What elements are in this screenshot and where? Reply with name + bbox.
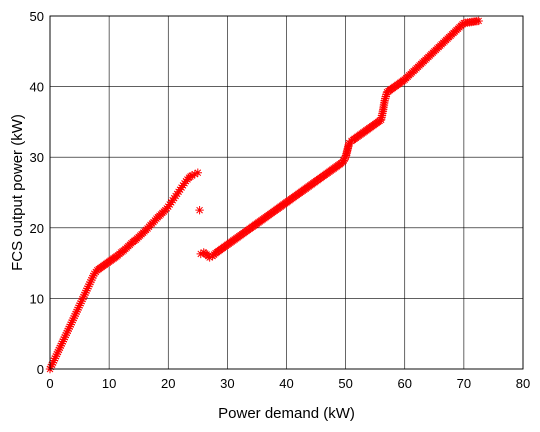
- data-point: [77, 297, 86, 306]
- y-tick-labels: 0 10 20 30 40 50: [30, 9, 44, 377]
- data-point: [73, 305, 82, 314]
- data-point: [88, 273, 97, 283]
- data-point: [82, 286, 91, 295]
- data-point: [382, 90, 391, 99]
- data-point: [78, 294, 87, 304]
- y-tick-label: 20: [30, 221, 44, 236]
- data-point: [380, 96, 389, 105]
- plot-frame: [49, 15, 524, 370]
- data-point: [190, 169, 200, 179]
- data-point: [51, 352, 61, 361]
- data-point: [67, 318, 76, 327]
- x-tick-labels: 0 10 20 30 40 50 60 70 80: [46, 376, 530, 391]
- data-points: [45, 16, 483, 374]
- data-point: [83, 284, 92, 293]
- data-point: [53, 347, 63, 357]
- data-point: [58, 337, 68, 346]
- data-point: [75, 301, 84, 310]
- data-point: [49, 356, 59, 365]
- y-axis-label: FCS output power (kW): [9, 114, 26, 271]
- x-tick-label: 0: [46, 376, 53, 391]
- data-point: [195, 205, 204, 215]
- data-point: [87, 275, 96, 285]
- data-point: [57, 339, 67, 348]
- data-point: [65, 322, 74, 331]
- data-point: [68, 316, 77, 325]
- x-axis-label: Power demand (kW): [218, 405, 355, 422]
- y-tick-label: 0: [37, 362, 44, 377]
- x-tick-label: 30: [220, 376, 234, 391]
- x-tick-label: 70: [457, 376, 471, 391]
- data-point: [61, 330, 70, 340]
- data-point: [72, 307, 81, 317]
- data-point: [63, 326, 72, 336]
- data-point: [84, 282, 93, 291]
- data-point: [55, 343, 65, 353]
- data-point: [86, 277, 95, 287]
- x-tick-label: 20: [161, 376, 175, 391]
- data-point: [89, 271, 98, 281]
- data-point: [47, 360, 57, 369]
- data-point: [56, 341, 66, 350]
- data-point: [196, 249, 205, 259]
- x-tick-label: 60: [398, 376, 412, 391]
- y-tick-label: 30: [30, 150, 44, 165]
- data-point: [66, 320, 75, 329]
- data-point: [193, 168, 203, 177]
- data-point: [52, 349, 62, 359]
- data-point: [60, 333, 69, 342]
- y-tick-label: 40: [30, 80, 44, 95]
- data-point: [54, 345, 64, 355]
- data-point: [74, 303, 83, 312]
- data-point: [79, 292, 88, 302]
- data-point: [76, 299, 85, 308]
- grid: [49, 15, 524, 370]
- y-tick-label: 50: [30, 9, 44, 24]
- data-point: [46, 362, 56, 372]
- x-tick-label: 10: [102, 376, 116, 391]
- x-tick-label: 40: [279, 376, 293, 391]
- data-point: [205, 253, 214, 262]
- x-tick-label: 80: [516, 376, 530, 391]
- data-point: [187, 171, 197, 180]
- data-point: [81, 288, 90, 297]
- y-tick-label: 10: [30, 291, 44, 306]
- data-point: [85, 280, 94, 289]
- data-point: [59, 335, 68, 344]
- data-point: [71, 309, 80, 319]
- data-point: [69, 313, 78, 323]
- data-point: [50, 354, 60, 363]
- data-point: [381, 92, 391, 101]
- data-point: [381, 94, 390, 103]
- data-point: [64, 324, 73, 333]
- x-tick-label: 50: [338, 376, 352, 391]
- data-point: [62, 328, 71, 338]
- data-point: [48, 358, 58, 367]
- data-point: [474, 16, 483, 26]
- data-point: [70, 311, 79, 321]
- data-point: [80, 290, 89, 300]
